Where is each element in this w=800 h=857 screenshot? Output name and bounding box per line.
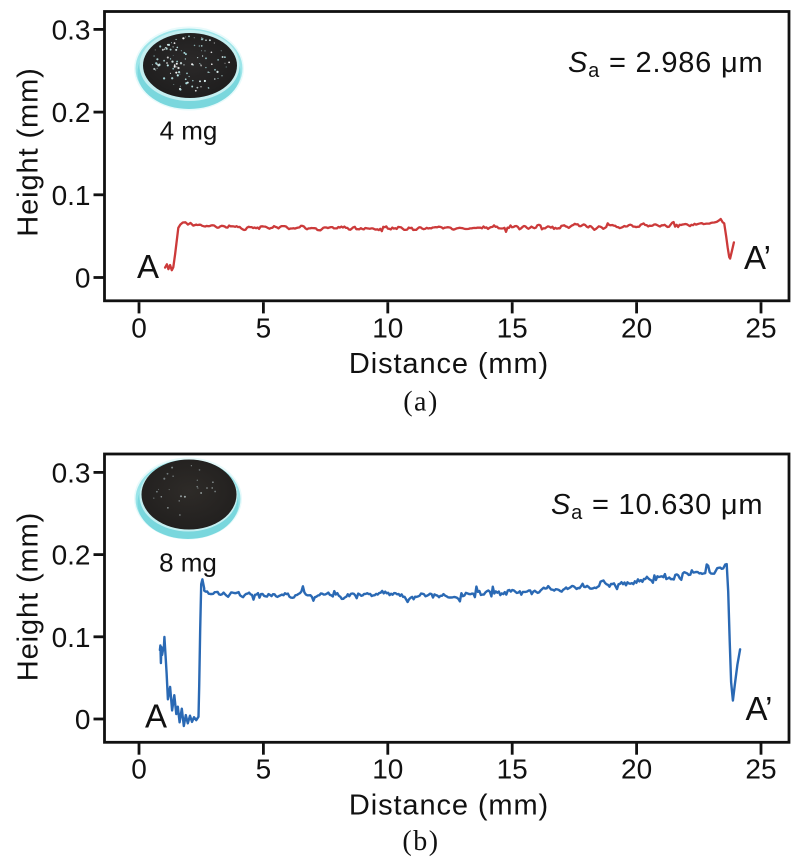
- svg-text:0: 0: [75, 704, 91, 735]
- svg-text:Distance (mm): Distance (mm): [349, 348, 549, 380]
- svg-text:10: 10: [372, 313, 403, 344]
- svg-text:0: 0: [75, 263, 91, 294]
- svg-text:Distance (mm): Distance (mm): [349, 790, 549, 822]
- svg-text:0: 0: [131, 313, 147, 344]
- svg-text:20: 20: [621, 313, 652, 344]
- svg-text:5: 5: [256, 313, 272, 344]
- svg-text:0: 0: [131, 754, 147, 785]
- svg-text:15: 15: [497, 754, 528, 785]
- svg-text:Sa = 2.986 μm: Sa = 2.986 μm: [568, 47, 763, 82]
- svg-text:15: 15: [497, 313, 528, 344]
- svg-text:(a): (a): [403, 387, 439, 418]
- svg-text:25: 25: [745, 754, 776, 785]
- svg-text:20: 20: [621, 754, 652, 785]
- svg-text:A: A: [145, 698, 167, 735]
- svg-text:25: 25: [745, 313, 776, 344]
- svg-text:Height (mm): Height (mm): [13, 67, 45, 236]
- svg-text:Height (mm): Height (mm): [13, 512, 45, 681]
- svg-text:5: 5: [256, 754, 272, 785]
- svg-text:0.1: 0.1: [52, 622, 91, 653]
- svg-text:A’: A’: [746, 690, 773, 727]
- svg-text:A: A: [137, 248, 159, 285]
- svg-text:Sa = 10.630 μm: Sa = 10.630 μm: [551, 489, 763, 524]
- svg-text:10: 10: [372, 754, 403, 785]
- svg-text:0.2: 0.2: [52, 540, 91, 571]
- svg-text:(b): (b): [402, 826, 439, 857]
- svg-text:0.3: 0.3: [52, 457, 91, 488]
- svg-text:A’: A’: [744, 239, 771, 276]
- svg-text:4 mg: 4 mg: [160, 116, 218, 146]
- svg-text:0.2: 0.2: [52, 97, 91, 128]
- svg-text:0.1: 0.1: [52, 180, 91, 211]
- svg-text:8 mg: 8 mg: [159, 548, 217, 578]
- svg-text:0.3: 0.3: [52, 14, 91, 45]
